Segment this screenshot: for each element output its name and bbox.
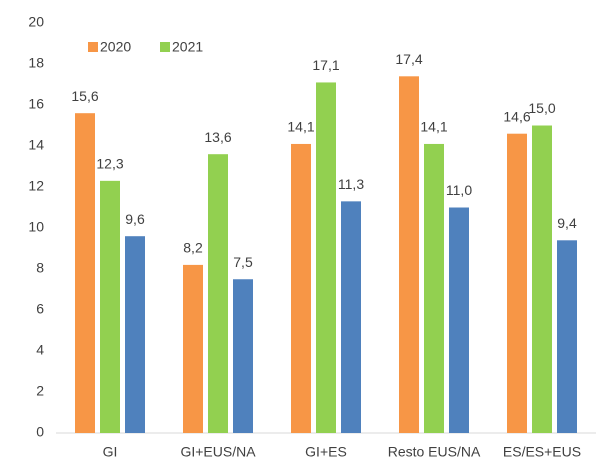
data-label: 11,0	[446, 182, 472, 198]
bar	[100, 180, 120, 433]
data-label: 14,1	[287, 119, 314, 135]
bar	[341, 201, 361, 433]
legend-label: 2020	[100, 39, 131, 55]
y-tick-label: 4	[36, 342, 44, 358]
data-label: 12,3	[96, 156, 123, 172]
legend-swatch	[160, 42, 170, 52]
bar	[507, 133, 527, 433]
y-tick-label: 10	[28, 219, 44, 235]
bar	[75, 113, 95, 433]
data-label: 9,6	[125, 211, 145, 227]
bar	[291, 143, 311, 433]
x-tick-label: Resto EUS/NA	[388, 444, 481, 460]
data-label: 15,6	[71, 88, 98, 104]
bar	[399, 76, 419, 434]
data-label: 9,4	[557, 215, 577, 231]
y-tick-label: 0	[36, 424, 44, 440]
x-tick-label: GI	[103, 444, 118, 460]
data-label: 8,2	[183, 240, 203, 256]
bar	[557, 240, 577, 433]
bar	[532, 125, 552, 433]
bar	[208, 154, 228, 433]
y-tick-label: 16	[28, 96, 44, 112]
data-label: 11,3	[338, 176, 364, 192]
legend-label: 2021	[172, 39, 203, 55]
data-label: 14,6	[503, 108, 530, 124]
y-tick-label: 6	[36, 301, 44, 317]
data-label: 13,6	[204, 129, 231, 145]
y-tick-label: 2	[36, 383, 44, 399]
data-label: 15,0	[528, 100, 555, 116]
legend-swatch	[88, 42, 98, 52]
x-tick-label: GI+ES	[305, 444, 347, 460]
data-label: 17,4	[395, 51, 422, 67]
data-label: 17,1	[312, 57, 339, 73]
y-tick-label: 20	[28, 14, 44, 30]
x-tick-label: ES/ES+EUS	[503, 444, 581, 460]
y-tick-label: 18	[28, 55, 44, 71]
x-tick-label: GI+EUS/NA	[180, 444, 256, 460]
y-tick-label: 8	[36, 260, 44, 276]
y-tick-label: 12	[28, 178, 44, 194]
bar	[316, 82, 336, 433]
bar	[424, 143, 444, 433]
data-label: 14,1	[420, 119, 447, 135]
bar	[125, 236, 145, 433]
bar	[449, 207, 469, 433]
bar	[233, 279, 253, 433]
data-label: 7,5	[233, 254, 253, 270]
y-tick-label: 14	[28, 137, 44, 153]
bar	[183, 264, 203, 433]
